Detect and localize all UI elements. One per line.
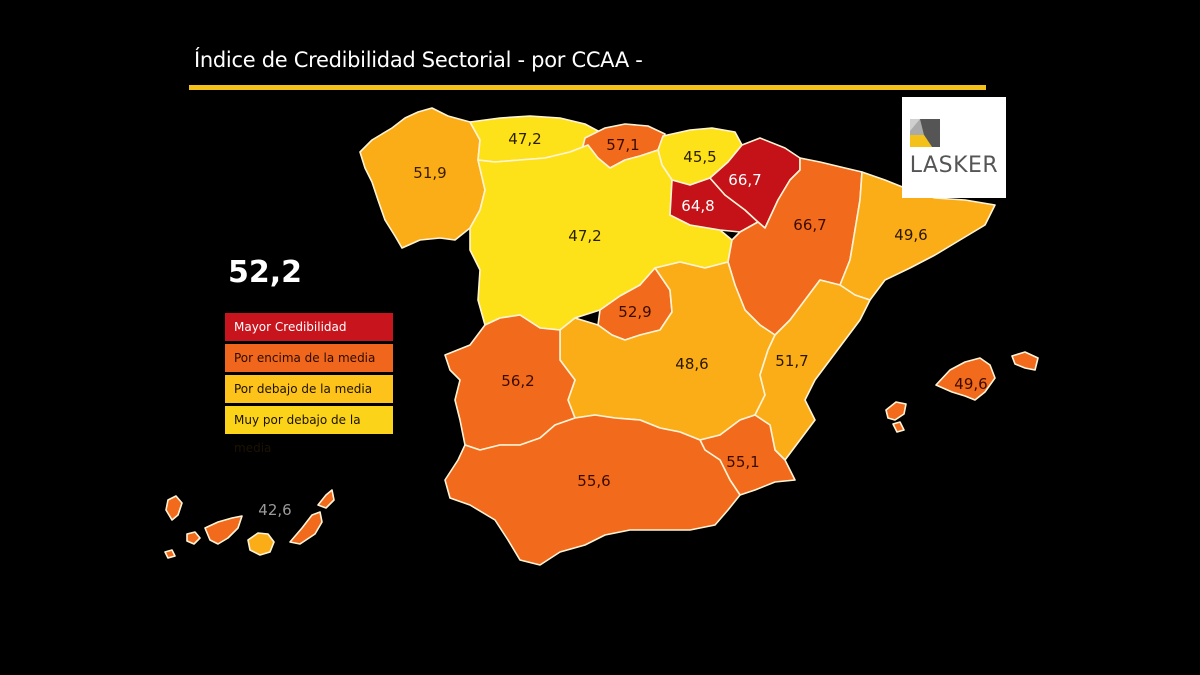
label-navarra: 66,7 bbox=[728, 171, 761, 189]
region-canarias-gomera[interactable] bbox=[186, 531, 201, 545]
region-baleares-ibiza[interactable] bbox=[885, 401, 907, 421]
title-underline bbox=[189, 85, 986, 90]
legend-item-muy-debajo: Muy por debajo de la media bbox=[225, 406, 393, 455]
region-baleares-formentera[interactable] bbox=[892, 421, 905, 433]
lasker-logo: LASKER bbox=[902, 97, 1006, 198]
legend-label: Muy por debajo de la media bbox=[234, 413, 361, 455]
national-average-value: 52,2 bbox=[228, 255, 303, 290]
legend-label: Mayor Credibilidad bbox=[234, 320, 347, 334]
label-castilla-leon: 47,2 bbox=[568, 227, 601, 245]
label-galicia: 51,9 bbox=[413, 164, 446, 182]
label-andalucia: 55,6 bbox=[577, 472, 610, 490]
region-canarias-lanzarote[interactable] bbox=[317, 489, 335, 509]
page-title: Índice de Credibilidad Sectorial - por C… bbox=[194, 48, 643, 72]
logo-text: LASKER bbox=[909, 153, 999, 178]
label-pais-vasco: 45,5 bbox=[683, 148, 716, 166]
region-canarias-grancanaria[interactable] bbox=[247, 532, 275, 556]
label-madrid: 52,9 bbox=[618, 303, 651, 321]
region-baleares-mallorca[interactable] bbox=[935, 357, 996, 401]
region-canarias-tenerife[interactable] bbox=[204, 515, 243, 545]
label-asturias: 47,2 bbox=[508, 130, 541, 148]
legend-label: Por debajo de la media bbox=[234, 382, 373, 396]
label-extremadura: 56,2 bbox=[501, 372, 534, 390]
legend-item-debajo: Por debajo de la media bbox=[225, 375, 393, 403]
region-canarias-hierro[interactable] bbox=[164, 549, 176, 559]
legend-label: Por encima de la media bbox=[234, 351, 376, 365]
label-castilla-la-mancha: 48,6 bbox=[675, 355, 708, 373]
label-baleares: 49,6 bbox=[954, 375, 987, 393]
lasker-logo-icon bbox=[910, 119, 940, 147]
label-valenciana: 51,7 bbox=[775, 352, 808, 370]
region-andalucia[interactable] bbox=[444, 414, 741, 566]
label-aragon: 66,7 bbox=[793, 216, 826, 234]
label-rioja: 64,8 bbox=[681, 197, 714, 215]
region-canarias-lapalma[interactable] bbox=[165, 495, 183, 521]
legend: Mayor Credibilidad Por encima de la medi… bbox=[225, 313, 393, 455]
legend-item-mayor: Mayor Credibilidad bbox=[225, 313, 393, 341]
label-cataluna: 49,6 bbox=[894, 226, 927, 244]
region-baleares-menorca[interactable] bbox=[1011, 351, 1039, 371]
label-murcia: 55,1 bbox=[726, 453, 759, 471]
region-canarias-fuerteventura[interactable] bbox=[289, 511, 323, 545]
legend-item-encima: Por encima de la media bbox=[225, 344, 393, 372]
label-canarias: 42,6 bbox=[258, 501, 291, 519]
label-cantabria: 57,1 bbox=[606, 136, 639, 154]
